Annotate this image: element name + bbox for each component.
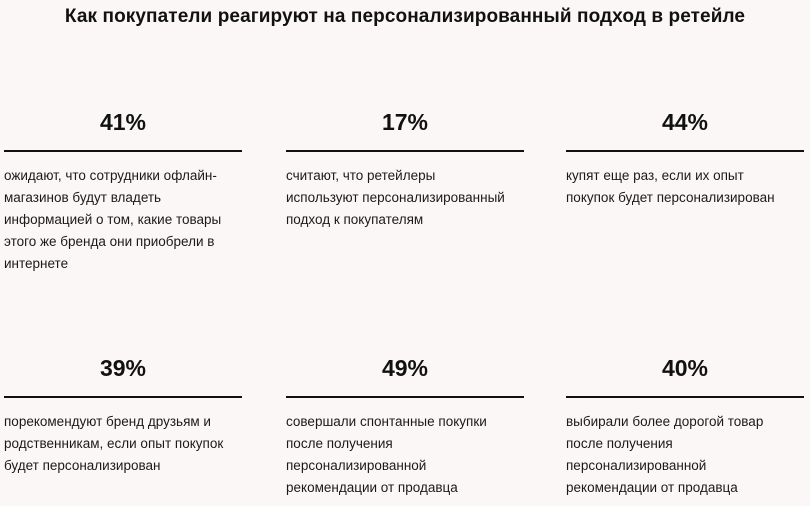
stat-description: выбирали более дорогой товар после получ… — [566, 411, 804, 499]
description-line: родственникам, если опыт покупок — [4, 436, 224, 451]
description-line: после получения — [566, 436, 673, 451]
stat-value: 39% — [99, 355, 147, 381]
description-line: считают, что ретейлеры — [286, 168, 436, 183]
stat-description: ожидают, что сотрудники офлайн- магазино… — [4, 165, 242, 275]
description-line: персонализированной — [286, 458, 427, 473]
stat-description: купят еще раз, если их опыт покупок буде… — [566, 165, 804, 209]
description-line: этого же бренда они приобрели в — [4, 234, 215, 249]
stat-value: 40% — [661, 355, 709, 381]
divider — [4, 150, 242, 152]
description-line: рекомендации от продавца — [566, 480, 738, 495]
description-line: интернете — [4, 256, 69, 271]
description-line: подход к покупателям — [286, 212, 424, 227]
description-line: магазинов будут владеть — [4, 190, 162, 205]
description-line: ожидают, что сотрудники офлайн- — [4, 168, 217, 183]
description-line: будет персонализирован — [4, 458, 161, 473]
page-title: Как покупатели реагируют на персонализир… — [64, 6, 746, 27]
stat-description: считают, что ретейлеры используют персон… — [286, 165, 524, 231]
stat-value: 44% — [661, 109, 709, 135]
description-line: порекомендуют бренд друзьям и — [4, 414, 211, 429]
stat-value: 49% — [381, 355, 429, 381]
stat-value: 41% — [99, 109, 147, 135]
description-line: персонализированной — [566, 458, 707, 473]
stat-description: порекомендуют бренд друзьям и родственни… — [4, 411, 242, 477]
divider — [566, 150, 804, 152]
description-line: купят еще раз, если их опыт — [566, 168, 744, 183]
description-line: используют персонализированный — [286, 190, 505, 205]
stat-value: 17% — [381, 109, 429, 135]
description-line: информацией о том, какие товары — [4, 212, 222, 227]
description-line: выбирали более дорогой товар — [566, 414, 764, 429]
divider — [286, 150, 524, 152]
description-line: рекомендации от продавца — [286, 480, 458, 495]
divider — [566, 396, 804, 398]
divider — [4, 396, 242, 398]
stat-description: совершали спонтанные покупки после получ… — [286, 411, 524, 499]
divider — [286, 396, 524, 398]
description-line: совершали спонтанные покупки — [286, 414, 487, 429]
description-line: покупок будет персонализирован — [566, 190, 775, 205]
description-line: после получения — [286, 436, 393, 451]
